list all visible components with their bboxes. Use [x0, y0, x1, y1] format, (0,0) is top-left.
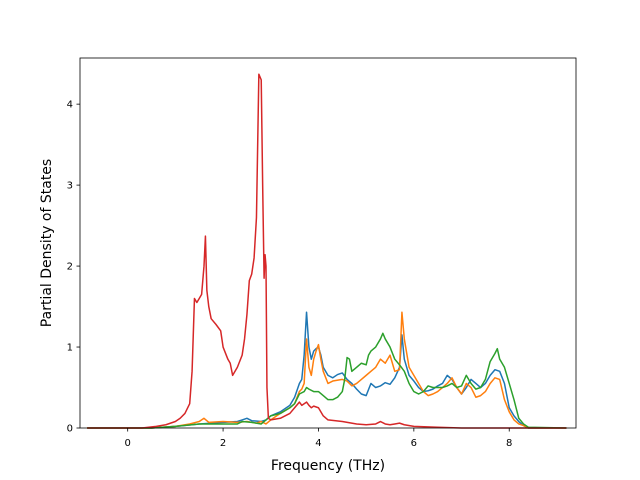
x-axis-ticks: 0 2 4 6 8 [125, 428, 512, 449]
series-lines [87, 73, 567, 429]
y-tick-label: 0 [67, 424, 73, 435]
x-axis-label: Frequency (THz) [271, 458, 385, 474]
axes-frame [79, 57, 577, 429]
y-tick-label: 2 [67, 262, 73, 273]
series-line-4 [87, 73, 567, 429]
y-tick-label: 4 [67, 100, 73, 111]
x-tick-label: 0 [125, 438, 131, 449]
x-tick-label: 2 [220, 438, 226, 449]
x-tick-label: 4 [315, 438, 321, 449]
x-tick-label: 6 [411, 438, 417, 449]
series-line-1 [87, 311, 567, 429]
y-tick-label: 1 [67, 343, 73, 354]
y-axis-label: Partial Density of States [39, 159, 55, 327]
y-axis-ticks: 0 1 2 3 4 [67, 100, 80, 435]
series-line-3 [87, 332, 567, 429]
y-tick-label: 3 [67, 181, 73, 192]
series-line-2 [87, 311, 567, 429]
x-tick-label: 8 [506, 438, 512, 449]
